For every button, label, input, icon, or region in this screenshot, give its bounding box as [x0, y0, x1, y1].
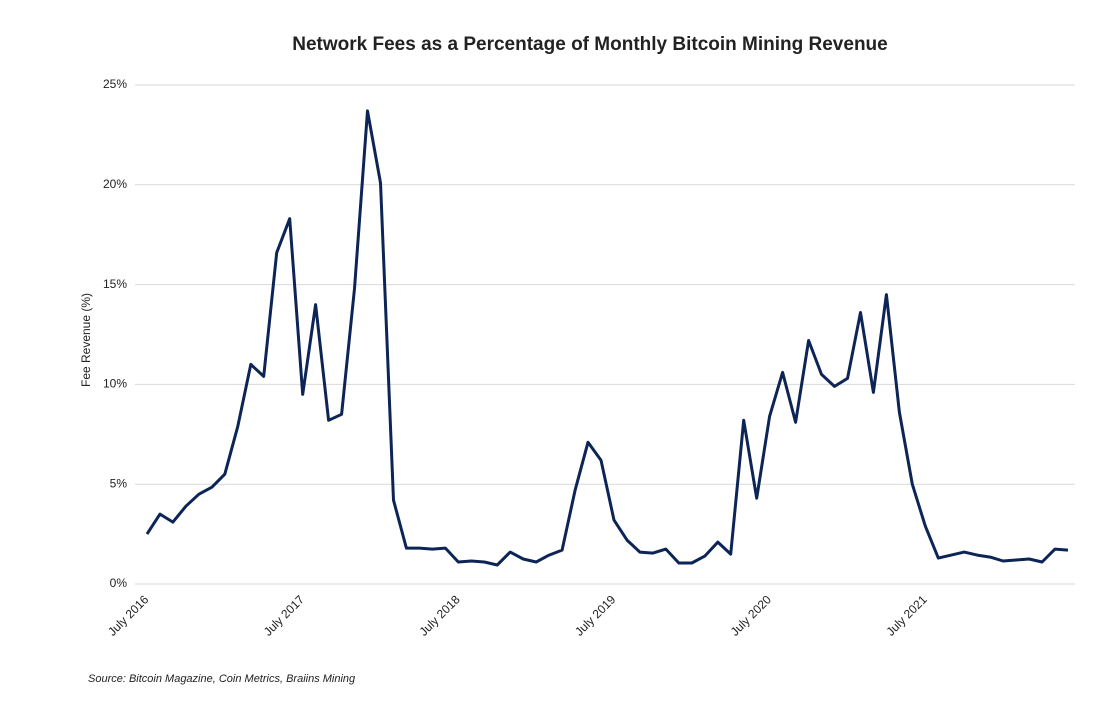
y-tick-label: 0%: [110, 576, 128, 590]
x-tick-label: July 2020: [728, 592, 774, 638]
chart-title: Network Fees as a Percentage of Monthly …: [292, 34, 887, 55]
x-tick-label: July 2018: [416, 592, 462, 638]
y-tick-label: 25%: [103, 77, 127, 91]
y-tick-label: 10%: [103, 377, 127, 391]
source-note: Source: Bitcoin Magazine, Coin Metrics, …: [88, 673, 356, 685]
x-tick-label: July 2016: [105, 592, 151, 638]
y-tick-label: 5%: [110, 476, 128, 490]
x-tick-label: July 2017: [261, 592, 307, 638]
data-line: [145, 109, 1069, 567]
x-tick-label: July 2021: [883, 592, 929, 638]
y-axis-label: Fee Revenue (%): [79, 293, 93, 387]
x-tick-label: July 2019: [572, 592, 618, 638]
y-tick-label: 15%: [103, 277, 127, 291]
y-tick-label: 20%: [103, 177, 127, 191]
